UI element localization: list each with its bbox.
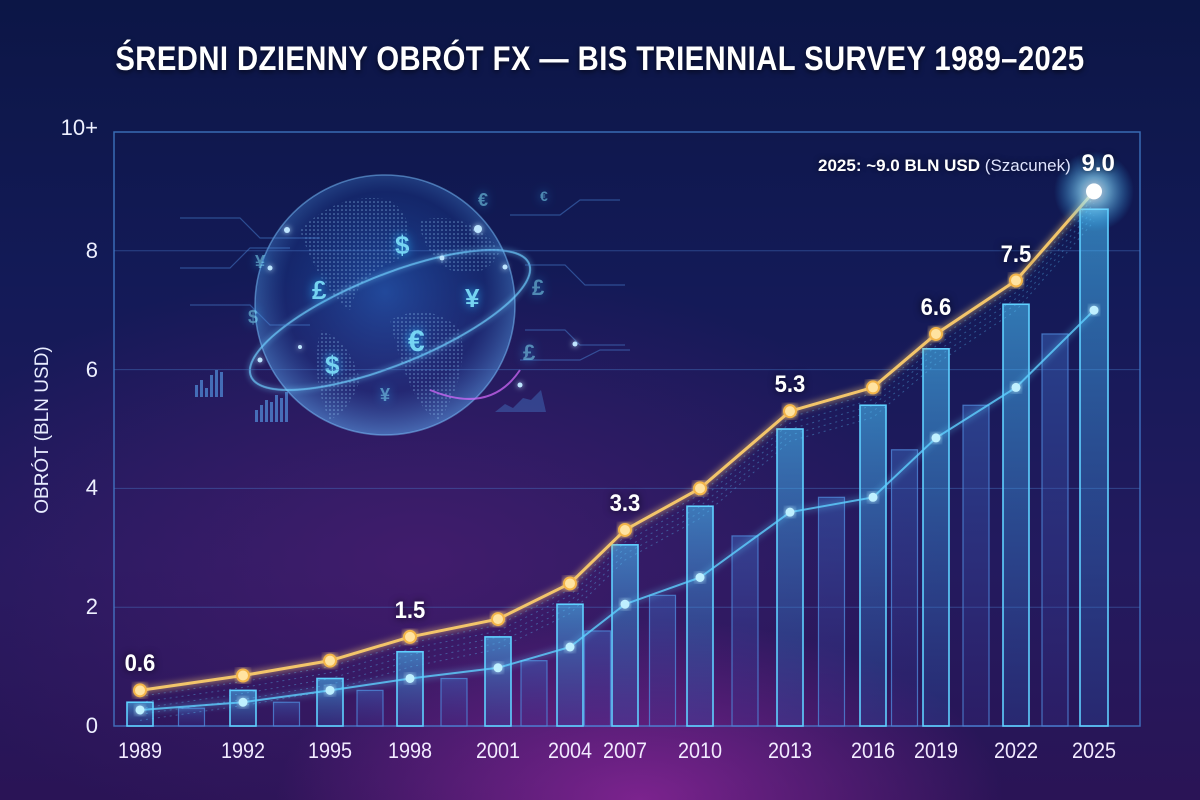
- bar-primary: [1002, 303, 1030, 727]
- x-tick-label: 2001: [475, 738, 521, 763]
- currency-symbol-icon: €: [478, 190, 489, 210]
- currency-symbol-icon: £: [532, 275, 545, 300]
- secondary-line-point: [931, 433, 941, 443]
- secondary-line-point: [238, 697, 248, 707]
- x-tick-label: 1998: [387, 738, 433, 763]
- currency-symbol-icon: €: [540, 188, 548, 204]
- bar-primary: [859, 404, 887, 727]
- currency-symbol-icon: £: [312, 275, 327, 305]
- bar-secondary: [272, 701, 301, 727]
- secondary-line-point: [325, 685, 335, 695]
- currency-symbol-icon: $: [395, 230, 410, 260]
- data-label: 7.5: [1000, 240, 1032, 268]
- x-tick-label: 2004: [547, 738, 593, 763]
- y-tick-label: 6: [85, 356, 98, 382]
- data-label: 0.6: [124, 650, 156, 678]
- main-line-point: [1009, 273, 1023, 288]
- data-label: 3.3: [609, 489, 641, 517]
- bar-primary: [229, 689, 257, 727]
- currency-symbol-icon: ¥: [380, 385, 391, 405]
- x-tick-label: 1989: [117, 738, 163, 763]
- bar-secondary: [731, 535, 759, 727]
- currency-symbol-icon: €: [408, 325, 425, 358]
- main-line-point: [693, 481, 707, 496]
- particle-band: [139, 215, 1095, 715]
- x-tick-label: 2013: [767, 738, 813, 763]
- bar-secondary: [890, 449, 919, 727]
- currency-symbol-icon: ¥: [465, 283, 480, 313]
- particle-band: [139, 203, 1095, 703]
- y-tick-label: 0: [85, 713, 98, 738]
- bar-primary: [556, 603, 584, 727]
- bar-secondary: [962, 404, 990, 727]
- bar-primary: [1079, 208, 1109, 727]
- secondary-line-point: [620, 599, 630, 609]
- x-tick-label: 1995: [307, 738, 353, 763]
- main-line-point: [323, 653, 337, 668]
- secondary-line-point: [135, 705, 145, 715]
- bar-secondary: [356, 689, 384, 727]
- chart-title: ŚREDNI DZIENNY OBRÓT FX — BIS TRIENNIAL …: [115, 40, 1085, 78]
- bar-secondary: [648, 594, 677, 727]
- x-tick-label: 1992: [220, 738, 266, 763]
- bar-primary: [922, 348, 950, 727]
- bar-secondary: [520, 660, 548, 727]
- x-tick-label: 2010: [677, 738, 723, 763]
- bar-primary: [686, 505, 714, 727]
- x-tick-label: 2022: [993, 738, 1039, 763]
- currency-symbol-icon: $: [248, 307, 259, 327]
- secondary-line-point: [1011, 382, 1021, 392]
- secondary-line-point: [1089, 305, 1099, 315]
- x-tick-label: 2007: [602, 738, 648, 763]
- main-line-point: [618, 522, 632, 537]
- particle-band: [139, 209, 1095, 709]
- bar-secondary: [440, 677, 468, 727]
- y-tick-label: 4: [85, 475, 98, 501]
- annotation-main: 2025: ~9.0 BLN USD: [818, 156, 981, 175]
- bar-primary: [316, 677, 344, 727]
- annotation-value: 9.0: [1081, 150, 1115, 177]
- y-tick-label: 8: [85, 237, 98, 263]
- data-label: 6.6: [920, 293, 952, 321]
- data-label: 5.3: [774, 371, 806, 399]
- main-line-point: [403, 629, 417, 644]
- x-tick-label: 2019: [913, 738, 959, 763]
- x-tick-label: 2025: [1071, 738, 1117, 763]
- annotation-estimate-note: (Szacunek): [984, 156, 1071, 175]
- main-line-point: [133, 683, 147, 698]
- currency-symbol-icon: £: [523, 340, 536, 365]
- secondary-line-point: [868, 492, 878, 502]
- main-line-point: [866, 380, 880, 395]
- main-line-point: [929, 326, 943, 341]
- secondary-line-point: [405, 673, 415, 683]
- bar-primary: [484, 636, 512, 727]
- secondary-line-point: [493, 663, 503, 673]
- main-line-point: [236, 668, 250, 683]
- currency-symbol-icon: $: [325, 350, 340, 380]
- bar-secondary: [817, 496, 846, 727]
- main-line-point: [783, 404, 797, 419]
- bar-secondary: [1041, 333, 1069, 727]
- secondary-line-point: [695, 573, 705, 582]
- main-line-point-2025: [1086, 183, 1102, 200]
- bar-secondary: [583, 630, 612, 727]
- secondary-line-point: [565, 642, 575, 652]
- main-line-point: [491, 612, 505, 627]
- currency-symbol-icon: ¥: [255, 252, 266, 272]
- data-label: 1.5: [394, 596, 426, 624]
- forecast-annotation: 2025: ~9.0 BLN USD (Szacunek) 9.0: [818, 150, 1115, 178]
- y-tick-label: 2: [85, 594, 98, 620]
- secondary-line-point: [785, 507, 795, 517]
- y-tick-label: 10+: [60, 115, 98, 140]
- bar-secondary: [177, 707, 206, 727]
- bar-primary: [776, 428, 804, 727]
- x-tick-label: 2016: [850, 738, 896, 763]
- bar-primary: [396, 650, 424, 727]
- main-line-point: [563, 576, 577, 591]
- bar-primary: [611, 544, 639, 727]
